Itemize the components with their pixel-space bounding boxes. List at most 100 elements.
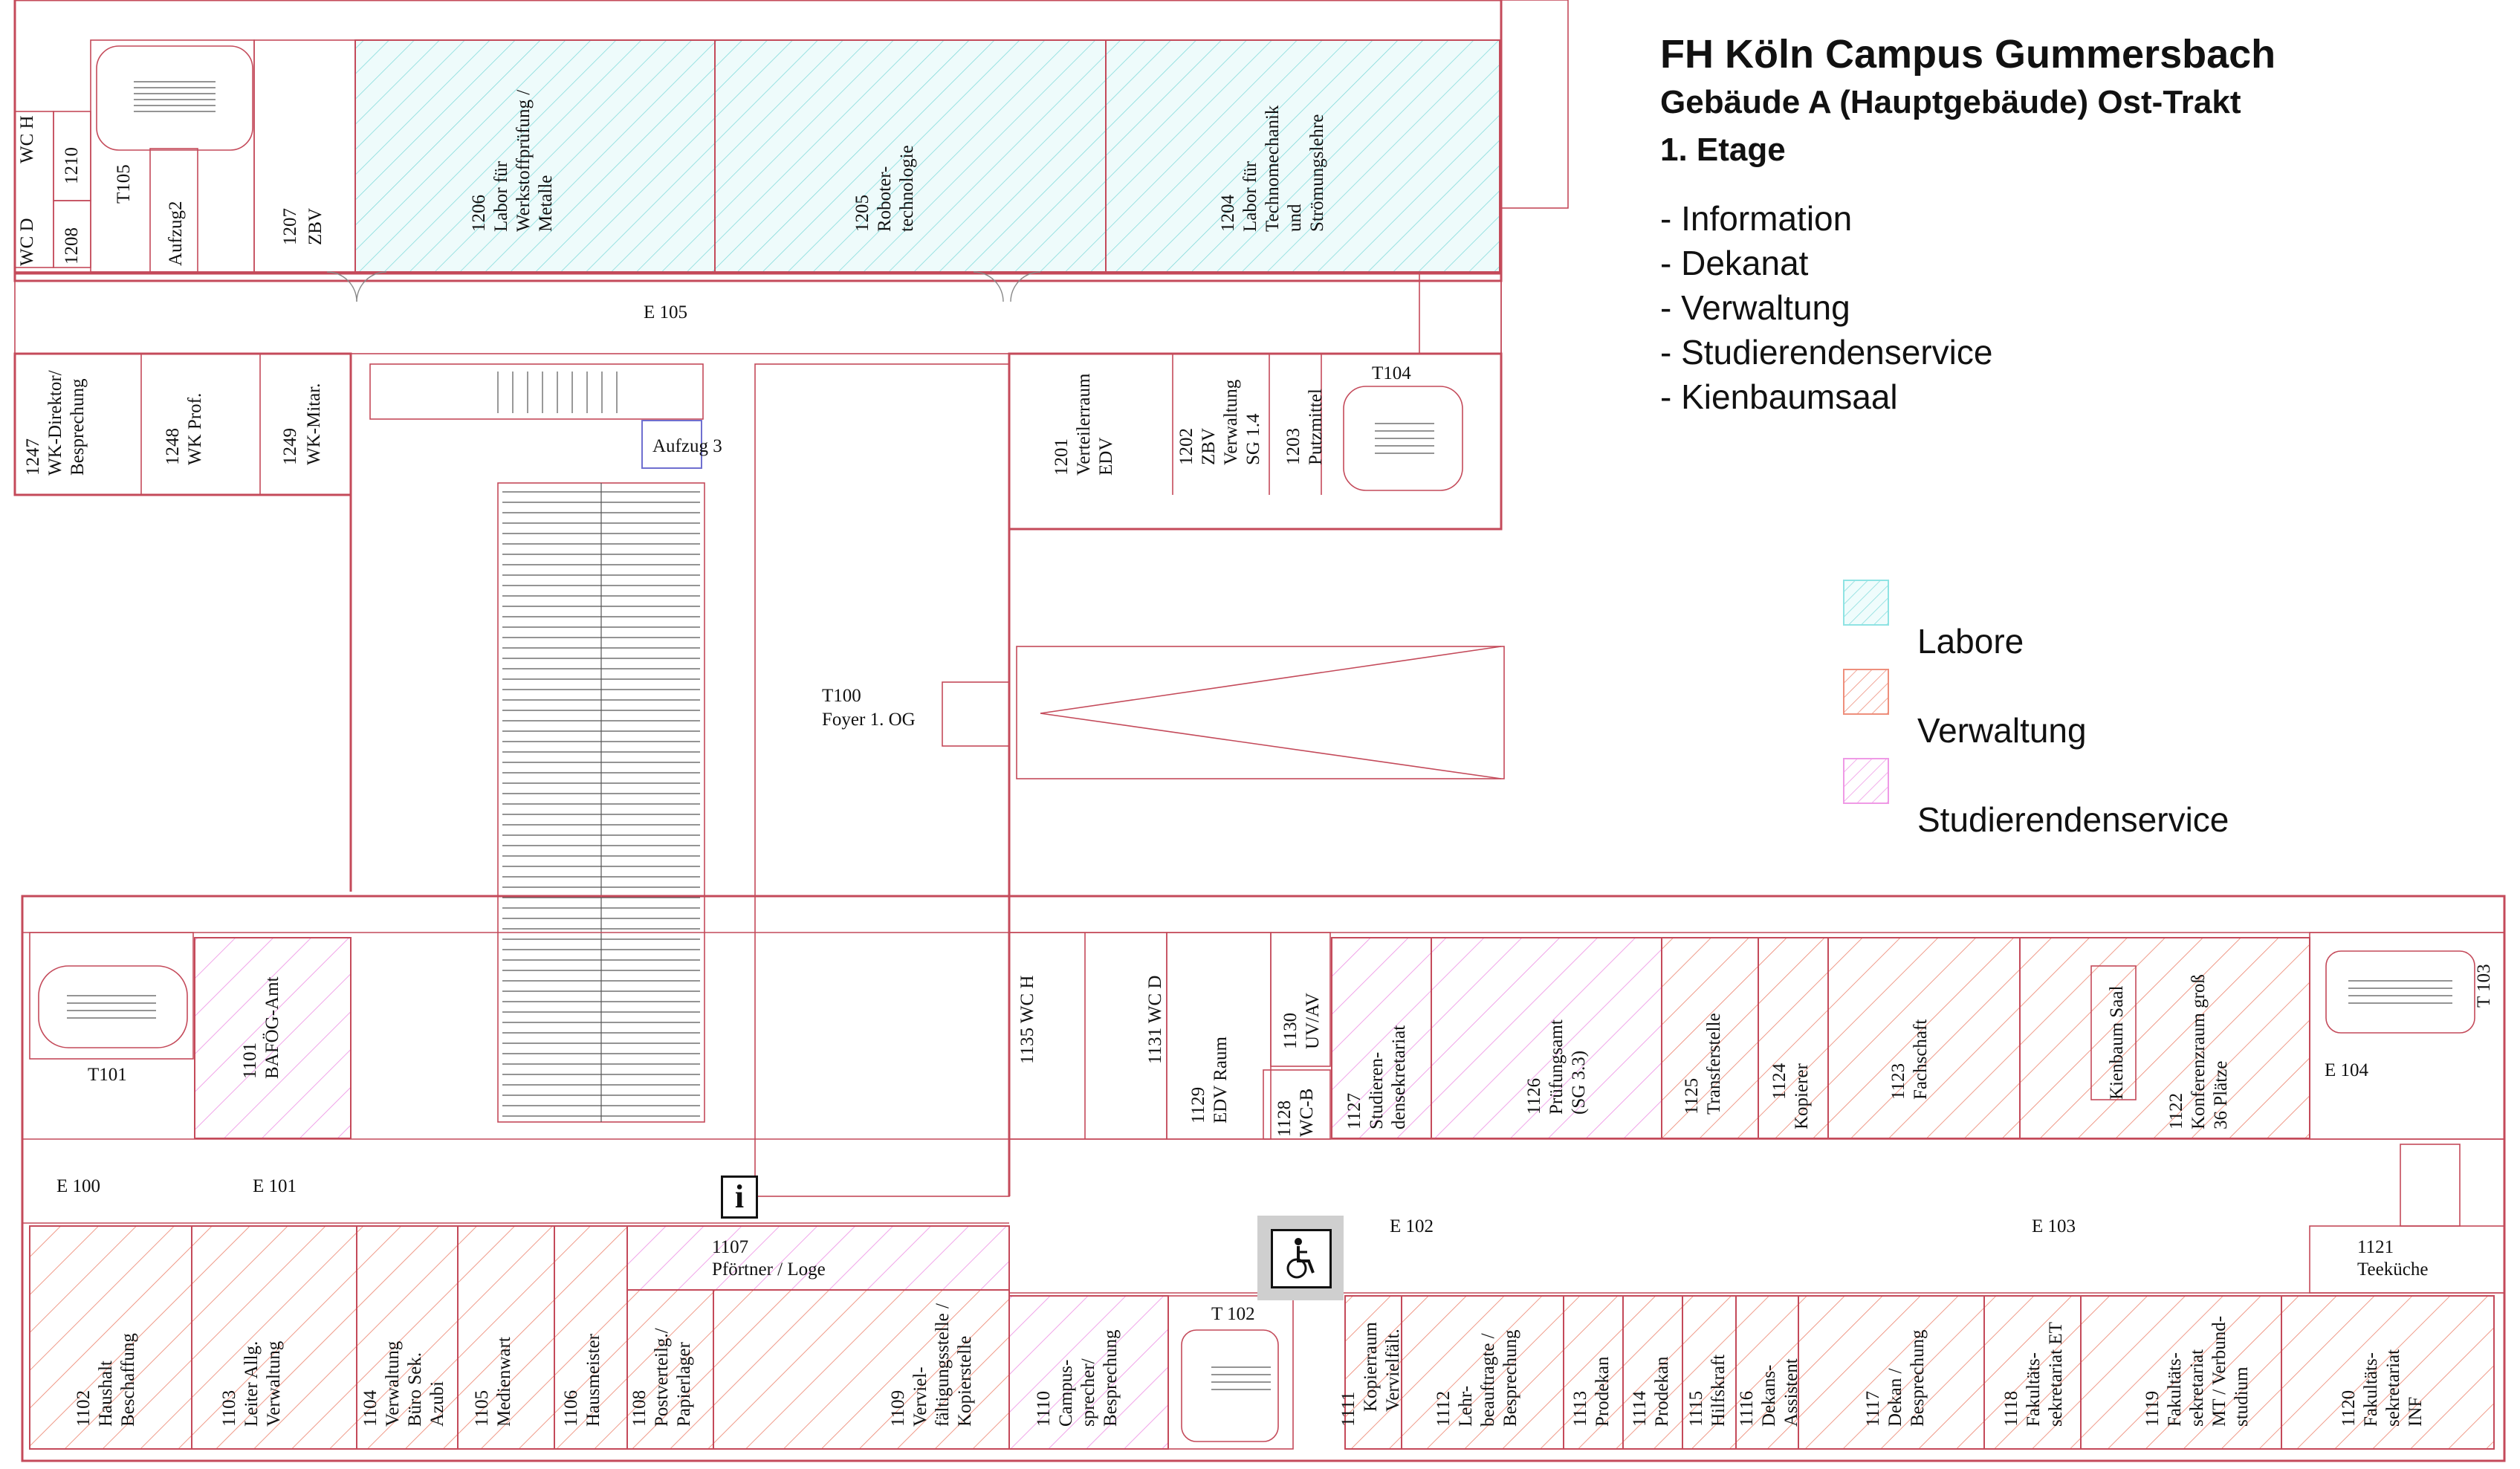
label-1101a: 1101 (240, 1042, 260, 1079)
label-e104: E 104 (2325, 1060, 2369, 1080)
legend-swatch-labore (1843, 580, 1889, 626)
room-1106 (554, 1225, 628, 1450)
label-1104c: Büro Sek. (405, 1352, 425, 1427)
label-1104d: Azubi (427, 1381, 447, 1427)
label-1110a: 1110 (1034, 1391, 1054, 1427)
label-1113a: 1113 (1570, 1391, 1590, 1427)
label-1208: 1208 (62, 227, 82, 265)
label-1116c: Assistent (1781, 1358, 1801, 1427)
label-1210: 1210 (62, 147, 82, 184)
label-1206d: Metalle (536, 175, 556, 232)
label-1206a: 1206 (469, 195, 489, 232)
label-1102c: Beschaffung (118, 1333, 138, 1427)
label-1112c: beauftragte / (1478, 1333, 1498, 1427)
label-t100b: Foyer 1. OG (822, 710, 916, 730)
label-1249a: 1249 (280, 428, 300, 465)
label-1203a: 1203 (1283, 428, 1303, 465)
top-wing (13, 0, 1569, 531)
map-title: FH Köln Campus Gummersbach (1660, 32, 2276, 77)
room-1101 (194, 937, 352, 1139)
room-1125 (1661, 937, 1759, 1139)
label-1126c: (SG 3.3) (1569, 1051, 1589, 1115)
room-1109 (713, 1289, 1010, 1450)
label-1119e: studium (2232, 1366, 2252, 1427)
legend-label-verwaltung: Verwaltung (1917, 711, 2087, 750)
label-1127a: 1127 (1344, 1093, 1364, 1129)
label-1111a: 1111 (1338, 1392, 1358, 1427)
label-1202d: SG 1.4 (1243, 413, 1263, 465)
service-item: - Dekanat (1660, 244, 1809, 282)
label-1207a: 1207 (280, 208, 300, 245)
label-e103: E 103 (2032, 1216, 2076, 1236)
label-1204d: und (1285, 204, 1305, 232)
map-subtitle-floor: 1. Etage (1660, 132, 1786, 168)
label-kienbaum: Kienbaum Saal (2107, 986, 2127, 1100)
label-1103a: 1103 (219, 1390, 239, 1427)
label-1102a: 1102 (74, 1390, 94, 1427)
label-1205b: Roboter- (875, 166, 895, 232)
room-1206 (354, 39, 716, 273)
label-1117b: Dekan / (1885, 1369, 1905, 1427)
label-1247c: Besprechung (68, 378, 88, 476)
label-1111b: Kopierraum (1361, 1322, 1381, 1412)
label-1113b: Prodekan (1593, 1356, 1613, 1427)
label-1106b: Hausmeister (583, 1333, 603, 1427)
label-1117c: Besprechung (1908, 1329, 1928, 1427)
label-t104: T104 (1372, 363, 1411, 383)
label-1201a: 1201 (1052, 438, 1072, 476)
label-1122b: Konferenzraum groß (2189, 974, 2209, 1129)
label-1128a: 1128 (1274, 1100, 1295, 1137)
label-1248a: 1248 (163, 428, 183, 465)
label-1126a: 1126 (1524, 1078, 1544, 1115)
label-t103: T 103 (2474, 964, 2494, 1008)
room-1117 (1798, 1295, 1985, 1450)
label-t100a: T100 (822, 686, 861, 706)
label-1121b: Teeküche (2357, 1259, 2428, 1280)
room-1118 (1983, 1295, 2082, 1450)
label-1108b: Postverteilg./ (652, 1328, 672, 1427)
label-1109a: 1109 (888, 1390, 908, 1427)
label-1129a: 1129 (1188, 1087, 1208, 1123)
label-1135: 1135 WC H (1017, 976, 1037, 1064)
label-1110d: Besprechung (1101, 1329, 1121, 1427)
label-1202b: ZBV (1199, 428, 1219, 465)
wheelchair-accessible-icon (1257, 1216, 1344, 1300)
label-1249b: WK-Mitar. (304, 383, 324, 465)
label-1203b: Putzmittel (1306, 389, 1326, 465)
stair-t104 (1375, 423, 1434, 454)
label-1247b: WK-Direktor/ (45, 370, 65, 476)
room-1111 (1344, 1295, 1402, 1450)
label-1119a: 1119 (2142, 1391, 2163, 1427)
label-1111c: Vervielfält. (1383, 1329, 1403, 1412)
label-wch: WC H (17, 115, 37, 163)
label-1205a: 1205 (852, 195, 872, 232)
label-1104a: 1104 (360, 1389, 380, 1427)
label-1107a: 1107 (712, 1237, 748, 1257)
label-1114a: 1114 (1630, 1390, 1650, 1427)
services-list: - Information - Dekanat - Verwaltung - S… (1660, 196, 2276, 419)
room-1119 (2080, 1295, 2282, 1450)
label-1119b: Fakultäts- (2165, 1352, 2185, 1427)
stair-t103 (2348, 980, 2452, 1004)
label-e101: E 101 (253, 1176, 297, 1196)
legend-label-studierendenservice: Studierendenservice (1917, 800, 2229, 839)
map-subtitle-building: Gebäude A (Hauptgebäude) Ost-Trakt (1660, 84, 2241, 120)
label-t102: T 102 (1211, 1304, 1255, 1324)
label-1115b: Hilfskraft (1708, 1355, 1729, 1427)
label-1126b: Prüfungsamt (1546, 1019, 1567, 1115)
label-1206c: Werkstoffprüfung / (514, 90, 534, 232)
label-1105b: Medienwart (494, 1337, 514, 1427)
room-1116 (1735, 1295, 1799, 1450)
service-item: - Verwaltung (1660, 288, 1850, 327)
label-1118b: Fakultäts- (2024, 1352, 2044, 1427)
foyer (349, 354, 1505, 1197)
label-1118a: 1118 (2001, 1391, 2021, 1427)
label-1109c: fältigungsstelle / (933, 1303, 953, 1427)
legend-label-labore: Labore (1917, 622, 2024, 661)
room-1110 (1008, 1295, 1169, 1450)
label-1109b: Verviel- (910, 1366, 930, 1427)
information-icon: i (721, 1175, 758, 1219)
label-t101: T101 (88, 1065, 127, 1085)
label-1112d: Besprechung (1500, 1329, 1520, 1427)
room-1122 (2019, 937, 2310, 1139)
